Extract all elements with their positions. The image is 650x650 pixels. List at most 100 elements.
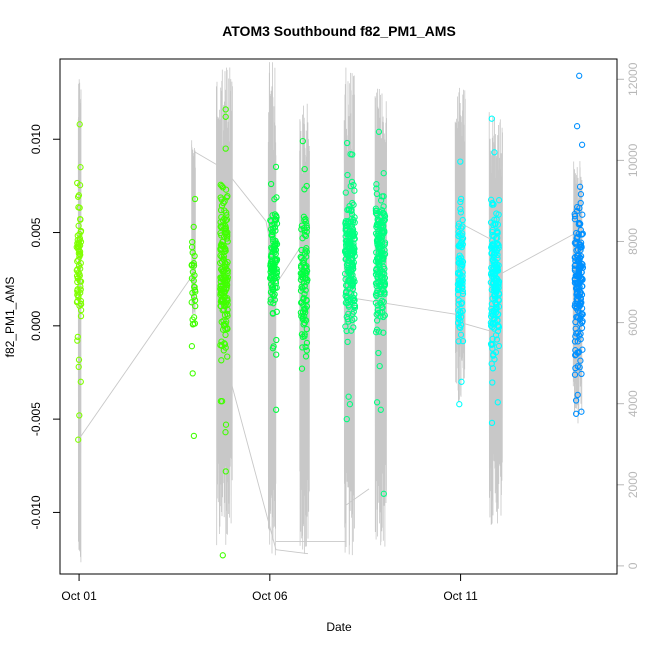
data-point	[301, 268, 308, 275]
data-point	[217, 302, 225, 310]
data-point-outlier	[76, 412, 83, 419]
data-point	[577, 226, 584, 234]
data-point	[374, 256, 382, 263]
data-point	[345, 278, 352, 285]
altitude-profile-6	[343, 67, 355, 556]
data-point	[273, 266, 280, 273]
data-point	[218, 196, 225, 203]
data-point-outlier	[301, 165, 308, 173]
altitude-profile-4	[267, 62, 277, 556]
data-point	[455, 338, 462, 345]
data-point-outlier	[377, 406, 384, 413]
data-point	[574, 284, 581, 291]
data-point-outlier	[375, 128, 383, 135]
data-point	[220, 253, 228, 260]
data-point	[489, 345, 496, 352]
data-point	[373, 283, 380, 290]
data-point	[346, 206, 353, 213]
data-point	[349, 199, 356, 207]
data-point	[349, 231, 357, 239]
data-point	[572, 410, 580, 417]
data-point	[350, 324, 357, 331]
y2-tick-label: 10000	[626, 143, 640, 177]
data-point-outlier	[299, 137, 306, 145]
data-point	[191, 252, 198, 260]
data-point	[379, 228, 386, 236]
data-point-outlier	[270, 343, 277, 350]
data-point	[269, 228, 276, 235]
data-point	[268, 281, 275, 288]
data-point	[350, 308, 357, 315]
data-point	[576, 183, 584, 190]
altitude-profile-7	[374, 88, 387, 547]
data-point	[303, 224, 311, 232]
data-point	[572, 318, 579, 326]
data-point	[578, 269, 585, 276]
data-point	[575, 221, 582, 228]
data-point	[572, 325, 579, 332]
data-point	[578, 324, 586, 332]
data-point	[574, 349, 581, 356]
data-point-outlier	[75, 363, 82, 371]
plot-frame	[59, 58, 618, 575]
data-point	[346, 258, 353, 265]
data-point	[372, 329, 380, 336]
data-point	[223, 194, 230, 201]
data-point	[351, 278, 358, 285]
data-point	[457, 195, 465, 203]
data-point-outlier	[272, 406, 280, 413]
data-point	[267, 299, 274, 306]
data-point	[350, 275, 357, 283]
data-point	[300, 302, 307, 309]
data-point	[495, 342, 503, 350]
y2-tick-label: 12000	[626, 62, 640, 96]
data-point	[488, 360, 495, 367]
data-point	[298, 312, 305, 320]
data-point	[344, 315, 351, 323]
data-point	[191, 195, 199, 203]
data-point	[378, 222, 385, 230]
data-point	[455, 315, 463, 323]
y-tick-label: 0.010	[29, 124, 43, 154]
data-point	[456, 323, 463, 331]
data-point-outlier	[77, 164, 84, 171]
data-point	[575, 274, 582, 281]
data-point	[455, 312, 462, 319]
y-tick-label: -0.005	[29, 402, 43, 436]
data-point-outlier	[457, 158, 464, 165]
data-point	[342, 189, 349, 196]
altitude-link-1	[80, 273, 194, 437]
data-point	[77, 227, 85, 235]
data-point	[351, 291, 358, 298]
data-point	[579, 318, 586, 325]
data-point	[575, 270, 582, 277]
data-point	[222, 247, 229, 255]
data-point	[577, 199, 584, 207]
data-point	[381, 312, 388, 319]
y-tick-label: 0.000	[29, 310, 43, 340]
data-point	[380, 298, 387, 306]
data-point-outlier	[491, 149, 498, 156]
data-point	[457, 198, 464, 206]
data-point	[344, 226, 351, 233]
data-point	[381, 289, 388, 296]
data-point-outlier	[373, 399, 381, 406]
data-point	[577, 330, 584, 337]
data-point	[75, 250, 83, 257]
x-tick-label: Oct 06	[252, 589, 288, 603]
data-point	[455, 223, 462, 230]
data-point	[272, 284, 279, 291]
data-point	[218, 398, 226, 405]
data-point	[346, 270, 353, 277]
data-point	[189, 268, 197, 276]
data-point	[273, 351, 280, 358]
data-point	[298, 222, 306, 229]
data-point	[270, 286, 277, 293]
data-point	[578, 231, 585, 238]
data-point	[351, 301, 358, 309]
altitude-link-14	[500, 232, 576, 275]
data-point	[488, 341, 495, 349]
data-point	[487, 313, 495, 320]
data-point	[273, 336, 280, 344]
